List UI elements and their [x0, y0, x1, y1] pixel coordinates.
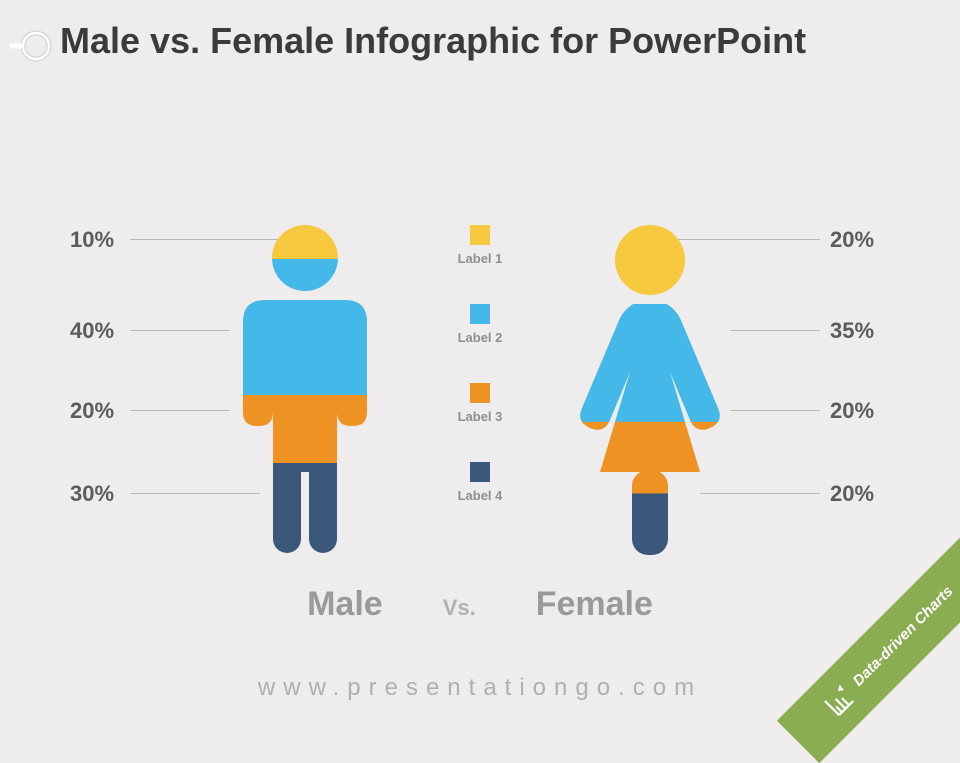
female-label: Female: [536, 585, 653, 624]
female-pct-3: 20%: [830, 398, 874, 424]
legend-swatch: [470, 304, 490, 324]
bar-chart-icon: [819, 681, 859, 721]
chart-area: 10% 40% 20% 30% 20% 35% 20% 20%: [0, 225, 960, 565]
male-label: Male: [307, 585, 383, 624]
legend: Label 1 Label 2 Label 3 Label 4: [435, 225, 525, 541]
legend-label: Label 1: [458, 251, 503, 266]
title-row: Male vs. Female Infographic for PowerPoi…: [0, 0, 960, 77]
female-figure: [560, 225, 740, 565]
leader-line: [730, 410, 820, 411]
legend-label: Label 4: [458, 488, 503, 503]
legend-item: Label 1: [435, 225, 525, 266]
male-pct-2: 40%: [70, 318, 114, 344]
legend-item: Label 4: [435, 462, 525, 503]
male-pct-4: 30%: [70, 481, 114, 507]
legend-swatch: [470, 383, 490, 403]
legend-item: Label 3: [435, 383, 525, 424]
legend-label: Label 3: [458, 409, 503, 424]
male-figure: [215, 225, 395, 565]
female-pct-4: 20%: [830, 481, 874, 507]
bottom-labels: Male Vs. Female: [0, 585, 960, 624]
female-pct-1: 20%: [830, 227, 874, 253]
title-bullet-icon: [10, 20, 60, 77]
leader-line: [730, 330, 820, 331]
page-title: Male vs. Female Infographic for PowerPoi…: [60, 20, 806, 61]
legend-item: Label 2: [435, 304, 525, 345]
corner-ribbon: Data-driven Charts: [777, 537, 960, 763]
male-pct-1: 10%: [70, 227, 114, 253]
vs-label: Vs.: [443, 595, 476, 621]
female-pct-2: 35%: [830, 318, 874, 344]
legend-swatch: [470, 225, 490, 245]
legend-label: Label 2: [458, 330, 503, 345]
male-pct-3: 20%: [70, 398, 114, 424]
legend-swatch: [470, 462, 490, 482]
